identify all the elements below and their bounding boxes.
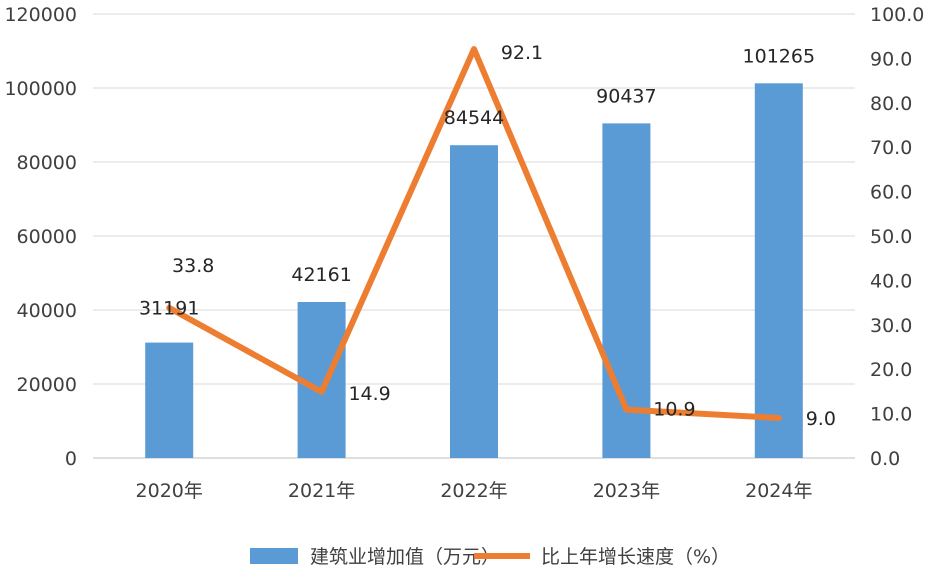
- y-left-tick-label: 100000: [4, 78, 77, 100]
- y-left-tick-label: 80000: [17, 152, 77, 174]
- y-axis-left: 0 20000 40000 60000 80000 100000 120000: [4, 4, 77, 470]
- legend-label-bar: 建筑业增加值（万元）: [310, 546, 500, 568]
- x-tick-label: 2022年: [440, 480, 507, 502]
- y-left-tick-label: 120000: [4, 4, 77, 26]
- y-right-tick-label: 0.0: [870, 448, 900, 470]
- legend: 建筑业增加值（万元） 比上年增长速度（%）: [250, 546, 730, 568]
- data-labels: 31191 42161 84544 90437 101265 33.8 14.9 92.1 10…: [139, 42, 836, 430]
- x-tick-label: 2024年: [745, 480, 812, 502]
- bar-data-label: 84544: [444, 107, 504, 129]
- y-right-tick-label: 100.0: [870, 4, 924, 26]
- line-point: [319, 389, 325, 395]
- line-data-label: 33.8: [172, 255, 214, 277]
- y-left-tick-label: 60000: [17, 226, 77, 248]
- bar-data-label: 101265: [743, 45, 816, 67]
- bar-data-label: 90437: [596, 85, 656, 107]
- bar: [754, 83, 803, 458]
- bar-data-label: 42161: [291, 264, 351, 286]
- y-right-tick-label: 80.0: [870, 93, 912, 115]
- line-series: [166, 46, 782, 422]
- y-right-tick-label: 60.0: [870, 182, 912, 204]
- line-data-label: 10.9: [653, 399, 695, 421]
- line-data-label: 14.9: [348, 383, 390, 405]
- bar: [450, 145, 498, 458]
- x-tick-label: 2023年: [593, 480, 660, 502]
- bar: [145, 342, 194, 458]
- y-right-tick-label: 20.0: [870, 359, 912, 381]
- y-left-tick-label: 20000: [17, 374, 77, 396]
- line-data-label: 92.1: [501, 42, 543, 64]
- y-right-tick-label: 90.0: [870, 48, 912, 70]
- x-tick-label: 2020年: [136, 480, 203, 502]
- y-right-tick-label: 70.0: [870, 137, 912, 159]
- line-data-label: 9.0: [806, 408, 836, 430]
- y-axis-right: 0.0 10.0 20.0 30.0 40.0 50.0 60.0 70.0 80.0 90.0 1…: [870, 4, 924, 470]
- line-point: [776, 415, 782, 421]
- x-tick-label: 2021年: [288, 480, 355, 502]
- bar-data-label: 31191: [139, 298, 199, 320]
- y-right-tick-label: 10.0: [870, 404, 912, 426]
- y-left-tick-label: 40000: [17, 300, 77, 322]
- x-axis: 2020年 2021年 2022年 2023年 2024年: [136, 480, 813, 502]
- y-right-tick-label: 50.0: [870, 226, 912, 248]
- y-right-tick-label: 30.0: [870, 315, 912, 337]
- y-right-tick-label: 40.0: [870, 270, 912, 292]
- legend-label-line: 比上年增长速度（%）: [541, 546, 730, 568]
- line-point: [471, 46, 477, 52]
- line-point: [623, 407, 629, 413]
- y-left-tick-label: 0: [65, 448, 77, 470]
- legend-swatch-bar: [250, 548, 298, 564]
- line-point: [166, 305, 172, 311]
- bar-series: [145, 83, 803, 458]
